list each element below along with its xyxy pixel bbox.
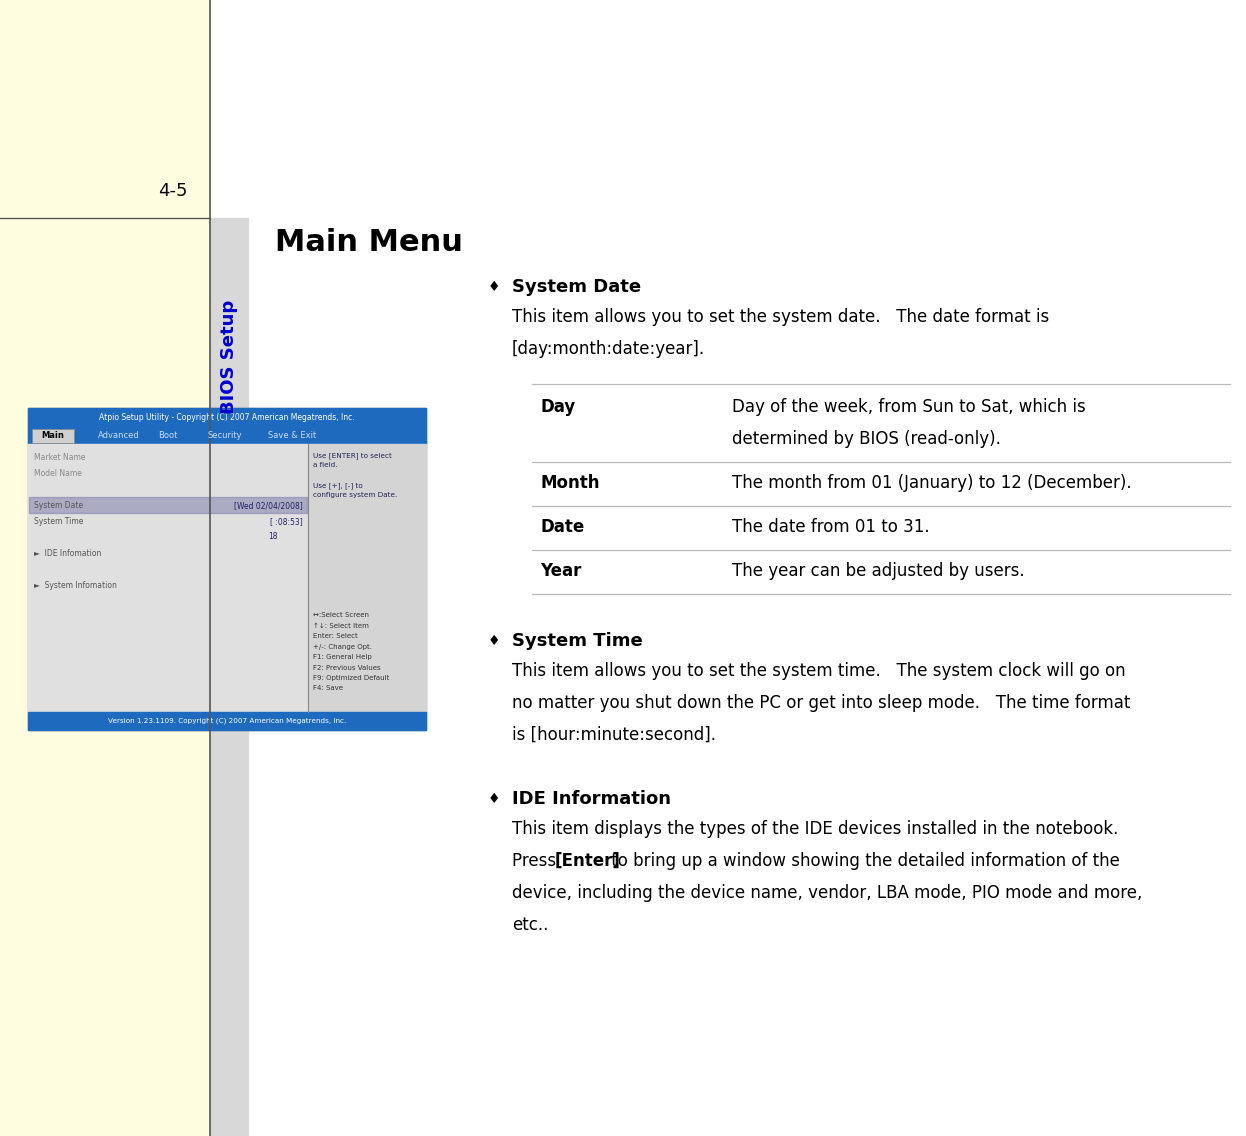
Text: Advanced: Advanced: [98, 432, 140, 441]
Text: Security: Security: [208, 432, 243, 441]
Text: a field.: a field.: [313, 462, 338, 468]
Bar: [27, 408, 426, 428]
Text: F1: General Help: F1: General Help: [313, 654, 371, 660]
Text: Atpio Setup Utility - Copyright (C) 2007 American Megatrends, Inc.: Atpio Setup Utility - Copyright (C) 2007…: [100, 414, 355, 423]
Text: Save & Exit: Save & Exit: [268, 432, 316, 441]
Text: to bring up a window showing the detailed information of the: to bring up a window showing the detaile…: [607, 852, 1120, 870]
Text: Market Name: Market Name: [34, 453, 86, 462]
Text: Day of the week, from Sun to Sat, which is: Day of the week, from Sun to Sat, which …: [731, 398, 1085, 416]
Text: 18: 18: [268, 532, 278, 541]
Text: Enter: Select: Enter: Select: [313, 633, 358, 638]
Text: This item displays the types of the IDE devices installed in the notebook.: This item displays the types of the IDE …: [512, 820, 1119, 838]
Text: Date: Date: [540, 518, 584, 536]
Text: ↔:Select Screen: ↔:Select Screen: [313, 612, 369, 618]
Text: 4-5: 4-5: [158, 182, 188, 200]
Text: ►  IDE Infomation: ► IDE Infomation: [34, 550, 101, 559]
Text: F4: Save: F4: Save: [313, 685, 343, 692]
Text: Day: Day: [540, 398, 576, 416]
Text: Boot: Boot: [158, 432, 177, 441]
Text: Month: Month: [540, 474, 599, 492]
Text: BIOS Setup: BIOS Setup: [221, 300, 238, 415]
Text: no matter you shut down the PC or get into sleep mode.   The time format: no matter you shut down the PC or get in…: [512, 694, 1130, 712]
Bar: [29, 498, 307, 513]
Text: device, including the device name, vendor, LBA mode, PIO mode and more,: device, including the device name, vendo…: [512, 884, 1143, 902]
Text: The month from 01 (January) to 12 (December).: The month from 01 (January) to 12 (Decem…: [731, 474, 1131, 492]
Text: IDE Information: IDE Information: [512, 790, 672, 808]
Text: Model Name: Model Name: [34, 469, 82, 478]
Text: etc..: etc..: [512, 916, 548, 934]
Text: determined by BIOS (read-only).: determined by BIOS (read-only).: [731, 431, 1001, 448]
Text: System Time: System Time: [34, 518, 83, 526]
Bar: [0, 0, 211, 1136]
Bar: [32, 429, 74, 443]
Bar: [27, 408, 426, 730]
Text: Year: Year: [540, 562, 582, 580]
Text: Main: Main: [41, 432, 65, 441]
Text: System Date: System Date: [512, 278, 642, 296]
Text: Version 1.23.1109. Copyright (C) 2007 American Megatrends, Inc.: Version 1.23.1109. Copyright (C) 2007 Am…: [108, 718, 346, 725]
Bar: [27, 428, 426, 444]
Text: System Time: System Time: [512, 632, 643, 650]
Text: [Wed 02/04/2008]: [Wed 02/04/2008]: [234, 501, 303, 510]
Text: [Enter]: [Enter]: [554, 852, 621, 870]
Text: Main Menu: Main Menu: [275, 228, 462, 257]
Text: Press: Press: [512, 852, 562, 870]
Text: ►  System Infomation: ► System Infomation: [34, 582, 117, 591]
Text: [day:month:date:year].: [day:month:date:year].: [512, 340, 705, 358]
Text: ♦: ♦: [488, 279, 501, 294]
Text: [ :08:53]: [ :08:53]: [270, 518, 303, 526]
Text: This item allows you to set the system date.   The date format is: This item allows you to set the system d…: [512, 308, 1049, 326]
Text: is [hour:minute:second].: is [hour:minute:second].: [512, 726, 716, 744]
Text: F9: Optimized Default: F9: Optimized Default: [313, 675, 389, 680]
Bar: [308, 444, 426, 712]
Text: configure system Date.: configure system Date.: [313, 492, 397, 498]
Text: Use [ENTER] to select: Use [ENTER] to select: [313, 452, 392, 459]
Text: +/-: Change Opt.: +/-: Change Opt.: [313, 643, 373, 650]
Text: The year can be adjusted by users.: The year can be adjusted by users.: [731, 562, 1024, 580]
Bar: [211, 218, 248, 1136]
Text: F2: Previous Values: F2: Previous Values: [313, 665, 380, 670]
Bar: [27, 712, 426, 730]
Text: ♦: ♦: [488, 792, 501, 807]
Text: System Date: System Date: [34, 501, 83, 510]
Text: ♦: ♦: [488, 634, 501, 648]
Text: The date from 01 to 31.: The date from 01 to 31.: [731, 518, 930, 536]
Text: ↑↓: Select Item: ↑↓: Select Item: [313, 623, 369, 628]
Text: This item allows you to set the system time.   The system clock will go on: This item allows you to set the system t…: [512, 662, 1125, 680]
Bar: [27, 444, 308, 712]
Text: Use [+], [-] to: Use [+], [-] to: [313, 482, 363, 488]
